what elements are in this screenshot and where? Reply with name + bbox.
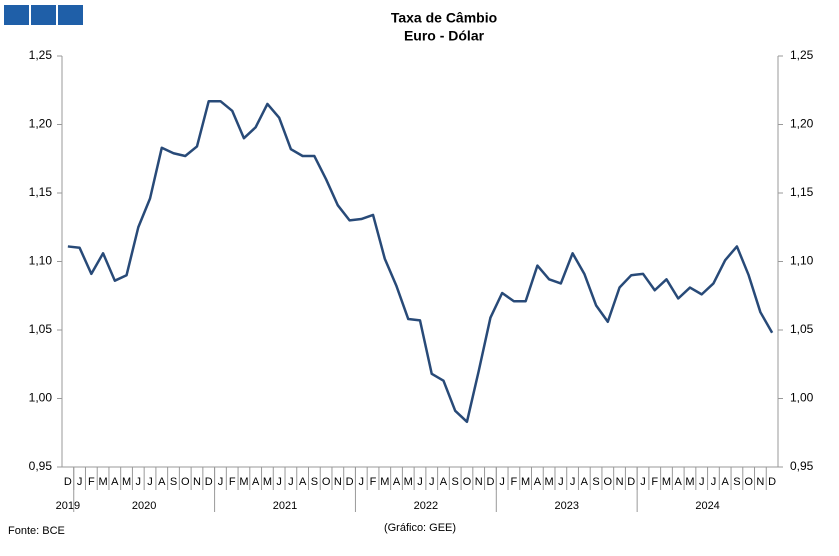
x-tick-label: F (651, 476, 658, 488)
x-tick-label: J (359, 476, 365, 488)
x-tick-label: J (218, 476, 224, 488)
x-tick-label: S (733, 476, 740, 488)
x-tick-label: D (486, 476, 494, 488)
x-tick-label: S (311, 476, 318, 488)
x-tick-label: S (452, 476, 459, 488)
x-tick-label: A (581, 476, 589, 488)
x-tick-label: M (380, 476, 389, 488)
x-tick-label: M (521, 476, 530, 488)
year-label: 2022 (414, 500, 438, 512)
x-tick-label: S (170, 476, 177, 488)
y-tick-label: 1,20 (29, 117, 53, 131)
x-tick-label: J (570, 476, 576, 488)
x-tick-label: J (417, 476, 423, 488)
x-tick-label: S (592, 476, 599, 488)
year-label: 2021 (273, 500, 297, 512)
x-tick-label: D (346, 476, 354, 488)
x-tick-label: M (662, 476, 671, 488)
x-tick-label: J (711, 476, 717, 488)
x-tick-label: F (88, 476, 95, 488)
x-tick-label: A (675, 476, 683, 488)
x-tick-label: M (239, 476, 248, 488)
x-tick-label: O (604, 476, 613, 488)
source: Fonte: BCE (8, 525, 65, 537)
x-tick-label: J (429, 476, 435, 488)
x-tick-label: D (205, 476, 213, 488)
y2-tick-label: 0,95 (790, 459, 814, 473)
x-tick-label: J (499, 476, 505, 488)
x-tick-label: A (252, 476, 260, 488)
x-tick-label: J (288, 476, 294, 488)
y2-tick-label: 1,15 (790, 185, 814, 199)
year-label: 2020 (132, 500, 156, 512)
x-tick-label: J (77, 476, 83, 488)
x-tick-label: M (685, 476, 694, 488)
line-series (67, 99, 774, 424)
logo-square (58, 5, 83, 25)
x-tick-label: M (98, 476, 107, 488)
x-tick-label: A (440, 476, 448, 488)
x-tick-label: O (322, 476, 331, 488)
y-tick-label: 1,05 (29, 322, 53, 336)
y-tick-label: 1,25 (29, 48, 53, 62)
x-tick-label: A (722, 476, 730, 488)
x-tick-label: A (299, 476, 307, 488)
x-tick-label: F (370, 476, 377, 488)
y2-tick-label: 1,10 (790, 254, 814, 268)
x-tick-label: M (545, 476, 554, 488)
x-tick-label: F (229, 476, 236, 488)
x-tick-label: M (122, 476, 131, 488)
x-tick-label: D (768, 476, 776, 488)
x-tick-label: J (147, 476, 153, 488)
x-tick-label: N (756, 476, 764, 488)
x-tick-label: O (181, 476, 190, 488)
x-tick-label: J (276, 476, 282, 488)
y2-tick-label: 1,00 (790, 391, 814, 405)
x-tick-label: O (463, 476, 472, 488)
x-tick-label: A (111, 476, 119, 488)
y2-tick-label: 1,20 (790, 117, 814, 131)
y-tick-label: 1,15 (29, 185, 53, 199)
year-label: 2023 (554, 500, 578, 512)
x-tick-label: N (334, 476, 342, 488)
x-tick-label: N (475, 476, 483, 488)
year-label: 2019 (56, 500, 80, 512)
credit: (Gráfico: GEE) (384, 522, 456, 534)
x-tick-label: M (404, 476, 413, 488)
x-tick-label: J (558, 476, 564, 488)
y2-tick-label: 1,25 (790, 48, 814, 62)
chart-title: Taxa de Câmbio (391, 10, 497, 26)
year-label: 2024 (695, 500, 719, 512)
x-tick-label: F (511, 476, 518, 488)
y2-tick-label: 1,05 (790, 322, 814, 336)
x-tick-label: M (263, 476, 272, 488)
x-tick-label: N (616, 476, 624, 488)
x-tick-label: A (393, 476, 401, 488)
x-tick-label: A (534, 476, 542, 488)
x-tick-label: D (64, 476, 72, 488)
x-tick-label: J (699, 476, 705, 488)
x-tick-label: J (640, 476, 646, 488)
logo-square (4, 5, 29, 25)
x-tick-label: D (627, 476, 635, 488)
logo-square (31, 5, 56, 25)
x-tick-label: J (136, 476, 142, 488)
x-tick-label: O (744, 476, 753, 488)
y-tick-label: 0,95 (29, 459, 53, 473)
y-tick-label: 1,10 (29, 254, 53, 268)
chart-subtitle: Euro - Dólar (404, 28, 485, 44)
y-tick-label: 1,00 (29, 391, 53, 405)
x-tick-label: A (158, 476, 166, 488)
x-tick-label: N (193, 476, 201, 488)
